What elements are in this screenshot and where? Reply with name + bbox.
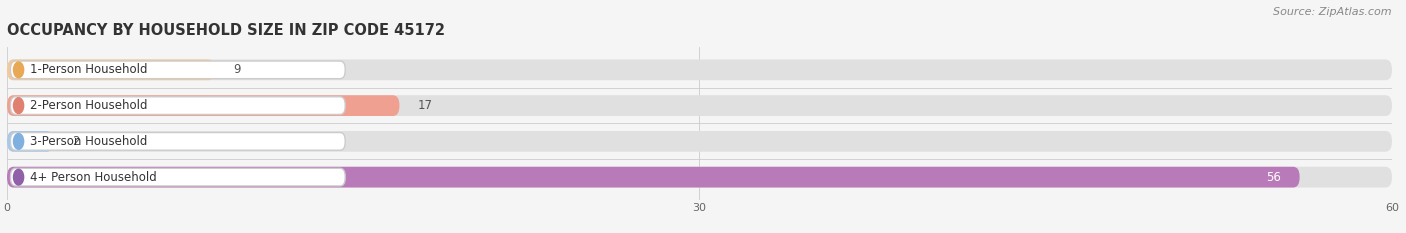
Circle shape bbox=[14, 98, 24, 113]
FancyBboxPatch shape bbox=[10, 61, 346, 79]
Text: 2: 2 bbox=[72, 135, 79, 148]
Text: 1-Person Household: 1-Person Household bbox=[30, 63, 148, 76]
Text: 2-Person Household: 2-Person Household bbox=[30, 99, 148, 112]
FancyBboxPatch shape bbox=[10, 168, 346, 186]
FancyBboxPatch shape bbox=[7, 95, 1392, 116]
FancyBboxPatch shape bbox=[7, 59, 1392, 80]
Text: Source: ZipAtlas.com: Source: ZipAtlas.com bbox=[1274, 7, 1392, 17]
Text: 17: 17 bbox=[418, 99, 433, 112]
Text: 3-Person Household: 3-Person Household bbox=[30, 135, 148, 148]
Circle shape bbox=[14, 62, 24, 78]
FancyBboxPatch shape bbox=[7, 167, 1299, 188]
Text: 56: 56 bbox=[1267, 171, 1281, 184]
Circle shape bbox=[14, 134, 24, 149]
FancyBboxPatch shape bbox=[7, 167, 1392, 188]
Circle shape bbox=[14, 169, 24, 185]
Text: 9: 9 bbox=[233, 63, 240, 76]
FancyBboxPatch shape bbox=[10, 133, 346, 150]
FancyBboxPatch shape bbox=[7, 131, 1392, 152]
FancyBboxPatch shape bbox=[7, 131, 53, 152]
Text: OCCUPANCY BY HOUSEHOLD SIZE IN ZIP CODE 45172: OCCUPANCY BY HOUSEHOLD SIZE IN ZIP CODE … bbox=[7, 24, 446, 38]
FancyBboxPatch shape bbox=[7, 59, 215, 80]
FancyBboxPatch shape bbox=[7, 95, 399, 116]
Text: 4+ Person Household: 4+ Person Household bbox=[30, 171, 157, 184]
FancyBboxPatch shape bbox=[10, 97, 346, 114]
